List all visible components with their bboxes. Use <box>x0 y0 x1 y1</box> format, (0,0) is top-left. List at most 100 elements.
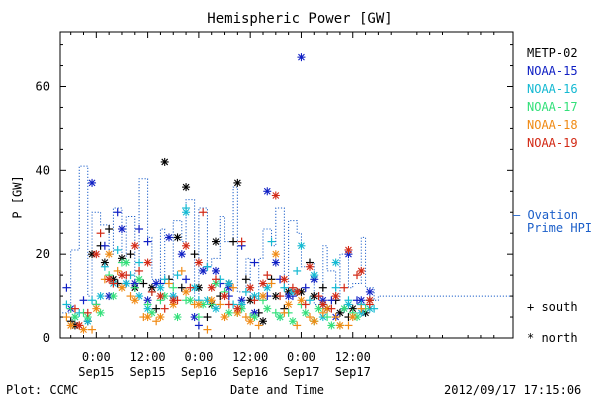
south-point <box>113 208 122 217</box>
marker-stroke <box>208 284 216 292</box>
north-point <box>258 292 267 301</box>
legend-north-marker: * north <box>527 331 578 345</box>
north-point <box>182 208 191 217</box>
north-point <box>194 300 203 309</box>
legend-ovation-line1: – Ovation <box>513 208 579 222</box>
marker-stroke <box>97 309 104 317</box>
marker-stroke <box>208 296 216 304</box>
marker-stroke <box>323 305 331 313</box>
north-point <box>135 275 144 284</box>
chart-legend: METP-02 NOAA-15 NOAA-16 NOAA-17 NOAA-18 NOAA-… <box>527 44 578 152</box>
marker-stroke <box>298 53 305 61</box>
south-point <box>152 317 161 326</box>
legend-entry: METP-02 <box>527 46 578 60</box>
north-point <box>301 308 310 317</box>
marker-stroke <box>272 292 280 300</box>
north-point <box>173 233 182 242</box>
south-point <box>143 300 152 309</box>
north-point <box>105 275 114 284</box>
north-point <box>293 287 302 296</box>
south-point <box>318 308 327 317</box>
marker-stroke <box>101 259 109 266</box>
marker-stroke <box>349 305 357 313</box>
marker-stroke <box>75 322 83 329</box>
marker-stroke <box>144 259 151 266</box>
legend-entry: NOAA-18 <box>527 118 578 132</box>
marker-stroke <box>310 271 318 279</box>
north-point <box>156 313 165 322</box>
marker-stroke <box>293 288 301 296</box>
south-point <box>126 292 135 301</box>
north-point <box>297 241 306 250</box>
south-point <box>250 258 259 267</box>
marker-stroke <box>332 259 340 266</box>
north-point <box>169 296 178 305</box>
south-point <box>100 241 109 250</box>
marker-stroke <box>135 275 143 283</box>
south-point <box>135 225 144 234</box>
south-point <box>344 321 353 330</box>
legend-entry: NOAA-19 <box>527 136 578 150</box>
north-point <box>318 300 327 309</box>
north-point <box>276 313 285 322</box>
marker-stroke <box>131 296 139 304</box>
marker-stroke <box>92 250 100 258</box>
south-point <box>143 237 152 246</box>
marker-stroke <box>92 305 100 313</box>
south-point <box>152 304 161 313</box>
south-point <box>306 296 315 305</box>
north-point <box>331 258 340 267</box>
south-point <box>254 321 263 330</box>
marker-stroke <box>366 288 374 296</box>
x-tick-label-time: 0:00 <box>287 350 316 364</box>
marker-stroke <box>105 275 113 283</box>
south-point <box>126 250 135 259</box>
legend-south-marker: + south <box>527 300 578 314</box>
south-point <box>203 262 212 271</box>
north-point <box>306 262 315 271</box>
y-tick-label: 20 <box>36 247 50 261</box>
marker-stroke <box>221 292 228 300</box>
marker-stroke <box>110 292 117 300</box>
south-point <box>160 275 169 284</box>
north-point <box>130 241 139 250</box>
south-point <box>357 304 366 313</box>
south-point <box>130 283 139 292</box>
marker-stroke <box>178 250 186 258</box>
south-point <box>327 304 336 313</box>
south-point <box>135 266 144 275</box>
x-tick-label-date: Sep15 <box>78 365 114 379</box>
south-point <box>186 283 195 292</box>
north-point <box>96 292 105 301</box>
north-point <box>182 287 191 296</box>
plot-frame <box>59 31 514 339</box>
marker-stroke <box>332 292 340 300</box>
north-point <box>348 313 357 322</box>
marker-stroke <box>84 313 92 321</box>
marker-stroke <box>174 234 181 241</box>
marker-stroke <box>366 305 374 313</box>
marker-stroke <box>357 296 365 304</box>
south-point <box>250 296 259 305</box>
marker-stroke <box>298 296 305 304</box>
marker-stroke <box>144 313 151 321</box>
south-point <box>70 304 79 313</box>
south-point <box>301 283 310 292</box>
north-point <box>284 300 293 309</box>
axes-layer: 02040600:00Sep1512:00Sep150:00Sep1612:00… <box>36 31 514 379</box>
marker-stroke <box>182 242 190 250</box>
north-point <box>66 321 75 330</box>
x-tick-label-time: 12:00 <box>335 350 371 364</box>
marker-stroke <box>280 275 288 283</box>
north-point <box>246 317 255 326</box>
south-point <box>169 283 178 292</box>
south-point <box>113 266 122 275</box>
marker-stroke <box>182 183 190 191</box>
marker-stroke <box>233 179 241 187</box>
x-tick-label-date: Sep17 <box>283 365 319 379</box>
north-point <box>109 292 118 301</box>
north-point <box>310 292 319 301</box>
marker-stroke <box>157 292 164 300</box>
north-point <box>263 304 272 313</box>
south-point <box>173 271 182 280</box>
